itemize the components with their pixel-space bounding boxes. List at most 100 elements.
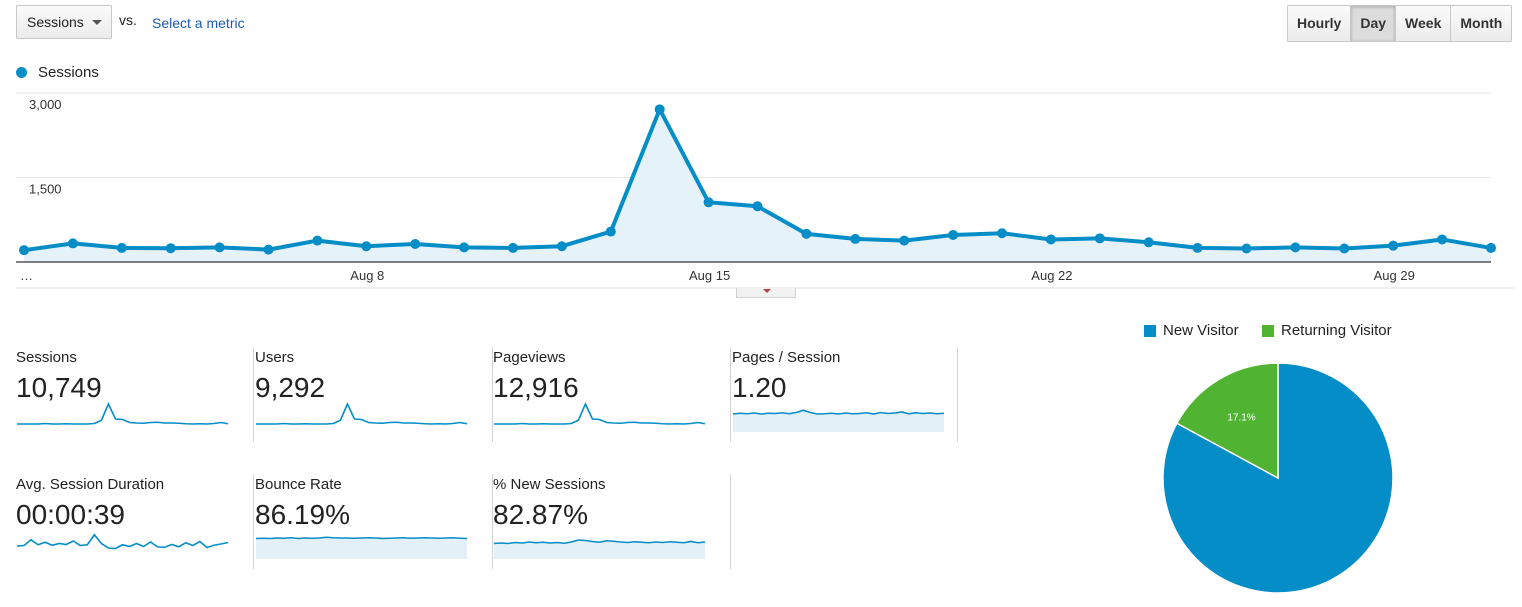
data-point[interactable] [1388,240,1399,251]
sparkline-line [732,409,945,415]
sessions-area [24,109,1491,262]
data-point[interactable] [850,233,861,244]
pie-slice-label: 17.1% [1227,413,1255,424]
new-visitor-swatch-icon [1144,324,1156,337]
week-button[interactable]: Week [1396,6,1452,41]
metric-label: % New Sessions [493,476,606,493]
metric-value: 10,749 [16,372,102,403]
data-point[interactable] [997,228,1007,239]
metric-value: 9,292 [255,372,326,403]
month-button[interactable]: Month [1451,6,1512,41]
pie-legend-new-visitor[interactable]: New Visitor [1144,322,1239,339]
metric-card-pages-per-session: Pages / Session 1.20 [732,347,958,442]
sparkline-line [493,539,706,545]
metric-label: Pageviews [493,349,566,366]
x-tick-label: Aug 29 [1374,268,1415,283]
period-toggle-group: Hourly Day Week Month [1287,5,1513,42]
data-point[interactable] [556,241,567,252]
sessions-legend-label: Sessions [38,64,99,81]
data-point[interactable] [214,242,225,253]
x-tick-label: Aug 22 [1031,268,1072,283]
metric-label: Sessions [16,349,77,366]
data-point[interactable] [948,229,959,240]
sparkline-line [255,536,468,540]
sparkline-pages-per-session [732,409,945,432]
sparkline-pageviews [494,402,706,425]
returning-visitor-swatch-icon [1262,324,1274,337]
data-point[interactable] [1192,242,1203,253]
pie-slice-returning-visitor[interactable] [1175,362,1279,480]
metric-select-value: Sessions [27,14,84,30]
metric-card-users: Users 9,292 [255,347,493,442]
y-tick-label: 1,500 [29,182,62,197]
data-point[interactable] [654,104,665,115]
sessions-legend-dot-icon [16,67,27,78]
sparkline-avg-session-duration [16,533,229,550]
x-tick-label: Aug 8 [350,268,384,283]
data-point[interactable] [752,201,763,212]
data-point[interactable] [116,242,127,253]
data-point[interactable] [1045,234,1056,245]
metric-label: Pages / Session [732,349,841,366]
visitor-type-pie-chart: 82.9% 17.1% [1162,362,1394,594]
data-point[interactable] [263,244,274,255]
metric-card-avg-session-duration: Avg. Session Duration 00:00:39 [16,474,254,569]
sparkline-line [256,402,468,425]
pie-legend-label: Returning Visitor [1281,322,1392,339]
sparkline-line [494,402,706,425]
data-point[interactable] [508,242,518,253]
sparkline-area [733,410,944,432]
chevron-down-icon [763,289,771,293]
sparkline-area [494,540,705,559]
data-point[interactable] [605,226,616,237]
sparkline-sessions [17,402,229,425]
x-tick-label: Aug 15 [689,268,730,283]
metric-value: 12,916 [493,372,579,403]
data-point[interactable] [1486,242,1496,253]
day-button[interactable]: Day [1351,6,1397,41]
metric-card-new-sessions: % New Sessions 82.87% [493,474,731,569]
vs-label: vs. [119,12,137,28]
collapse-chart-toggle[interactable] [736,288,796,298]
metric-card-pageviews: Pageviews 12,916 [493,347,731,442]
data-point[interactable] [1094,233,1105,244]
metric-card-sessions: Sessions 10,749 [16,347,254,442]
data-point[interactable] [459,242,470,253]
select-metric-link[interactable]: Select a metric [152,15,245,31]
chevron-down-icon [92,20,102,25]
pie-legend-label: New Visitor [1163,322,1239,339]
data-point[interactable] [1437,234,1448,245]
pie-legend-returning-visitor[interactable]: Returning Visitor [1262,322,1392,339]
data-point[interactable] [361,241,372,252]
metric-value: 82.87% [493,499,588,530]
data-point[interactable] [312,235,323,246]
metric-value: 1.20 [732,372,787,403]
data-point[interactable] [899,235,910,246]
data-point[interactable] [1241,243,1252,254]
data-point[interactable] [1339,243,1350,254]
data-point[interactable] [165,243,176,254]
x-tick-label: … [20,268,33,283]
metric-value: 86.19% [255,499,350,530]
sparkline-line [16,533,229,550]
metric-card-bounce-rate: Bounce Rate 86.19% [255,474,493,569]
sparkline-area [256,537,467,559]
data-point[interactable] [19,245,29,256]
sparkline-bounce-rate [255,536,468,559]
sessions-line-chart: 3,000 1,500 … Aug 8 Aug 15 Aug 22 Aug 29 [16,92,1514,289]
metric-label: Bounce Rate [255,476,342,493]
sparkline-new-sessions [493,539,706,559]
metric-label: Users [255,349,295,366]
sparkline-users [256,402,468,425]
y-tick-label: 3,000 [29,97,62,112]
hourly-button[interactable]: Hourly [1288,6,1352,41]
metric-select[interactable]: Sessions [16,5,112,39]
data-point[interactable] [703,197,714,208]
pie-slice-label: 82.9% [1340,581,1368,592]
data-point[interactable] [1290,242,1301,253]
metric-value: 00:00:39 [16,499,125,530]
data-point[interactable] [67,238,78,249]
data-point[interactable] [410,238,421,249]
data-point[interactable] [801,228,812,239]
data-point[interactable] [1143,237,1154,248]
